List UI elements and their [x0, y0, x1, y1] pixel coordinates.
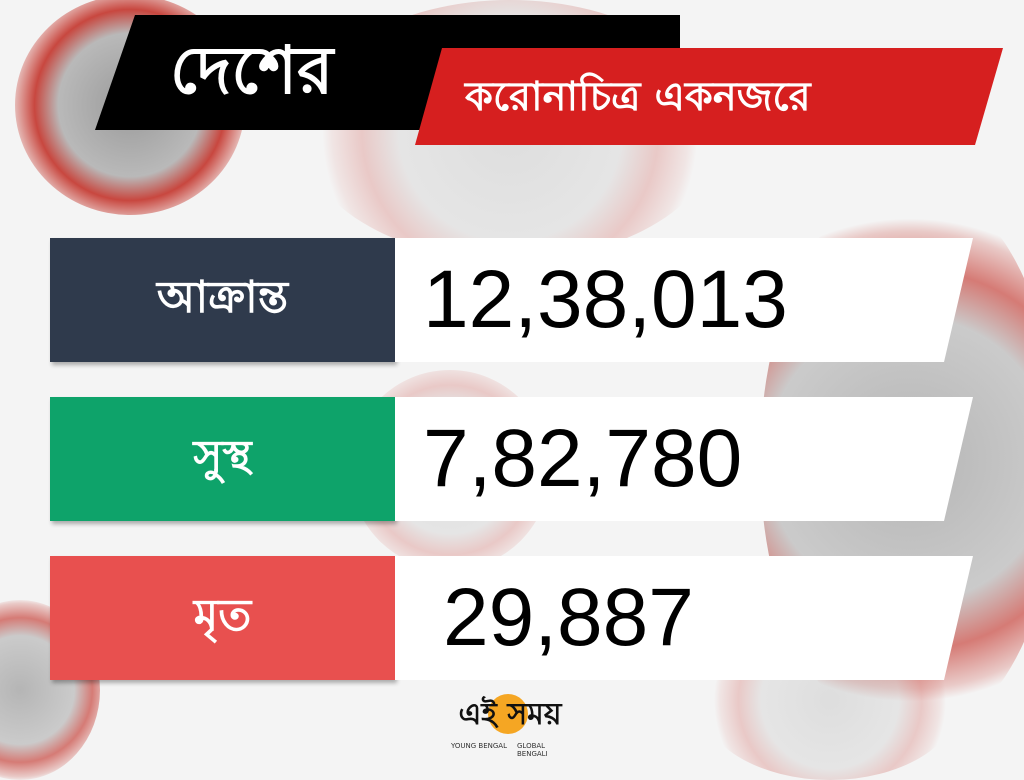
- stat-row-deaths: মৃত 29,887: [50, 556, 975, 680]
- page-subtitle: করোনাচিত্র একনজরে: [465, 74, 811, 120]
- logo-name: এই সময়: [458, 697, 562, 732]
- page-title: দেশের: [170, 32, 334, 109]
- stat-value: 12,38,013: [423, 254, 788, 345]
- logo-tagline-right: GLOBAL BENGALI: [517, 742, 548, 758]
- stat-value-box: 29,887: [395, 556, 973, 680]
- subtitle-banner: [415, 48, 1003, 145]
- stat-row-recovered: সুস্থ 7,82,780: [50, 397, 975, 521]
- stat-label: আক্রান্ত: [50, 238, 395, 362]
- brand-logo: এই সময় YOUNG BENGAL GLOBAL BENGALI: [445, 692, 575, 758]
- stat-row-infected: আক্রান্ত 12,38,013: [50, 238, 975, 362]
- stat-label: মৃত: [50, 556, 395, 680]
- stat-value-box: 7,82,780: [395, 397, 973, 521]
- logo-tagline-left: YOUNG BENGAL: [451, 742, 507, 750]
- stat-value: 29,887: [443, 572, 694, 663]
- logo-circle-icon: [488, 694, 528, 734]
- stat-value-box: 12,38,013: [395, 238, 973, 362]
- stat-label: সুস্থ: [50, 397, 395, 521]
- stat-value: 7,82,780: [423, 413, 743, 504]
